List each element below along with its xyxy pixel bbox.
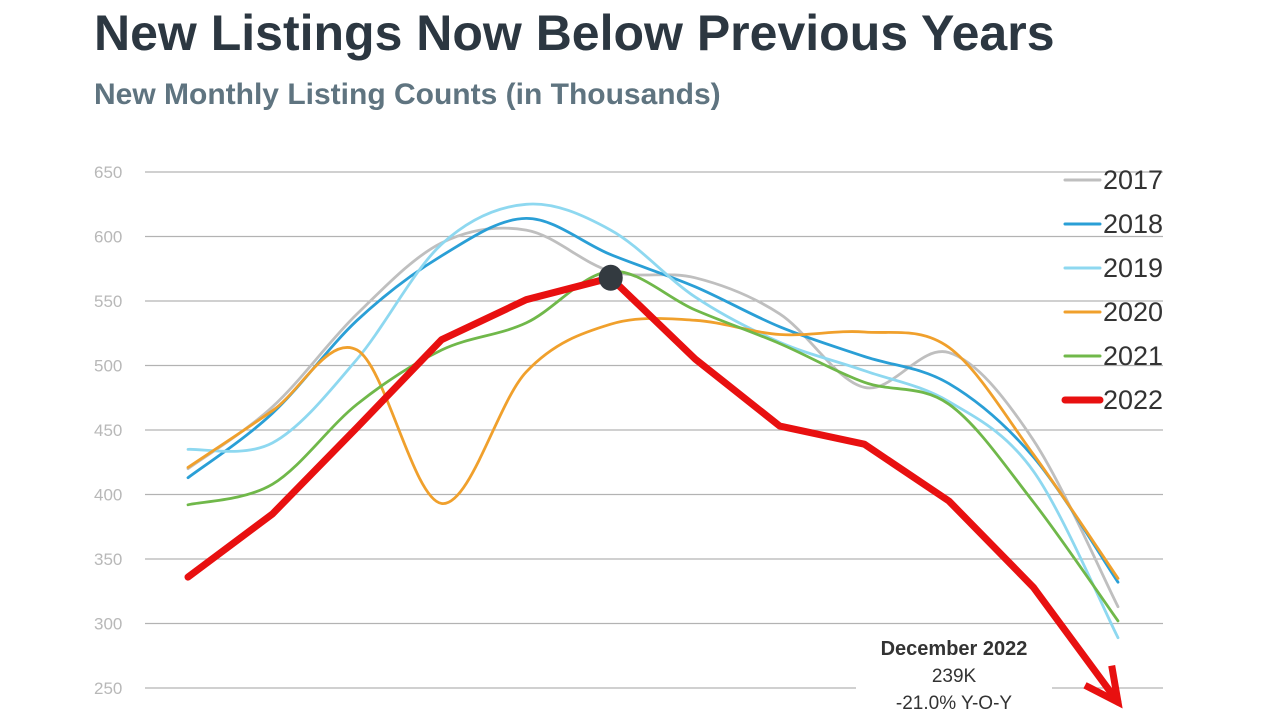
- annotation-backdrop: [856, 632, 1052, 720]
- y-tick-label-250: 250: [94, 679, 122, 698]
- series-line-2019: [186, 202, 1120, 640]
- series-line-2022: [184, 274, 1122, 706]
- legend-label-2021: 2021: [1103, 341, 1163, 371]
- y-tick-label-550: 550: [94, 292, 122, 311]
- legend-label-2022: 2022: [1103, 385, 1163, 415]
- series-lines: [184, 202, 1123, 709]
- grid-lines: [145, 171, 1163, 689]
- legend-label-2020: 2020: [1103, 297, 1163, 327]
- chart-title: New Listings Now Below Previous Years: [94, 5, 1055, 61]
- y-tick-label-650: 650: [94, 163, 122, 182]
- annotation-title: December 2022: [881, 638, 1028, 660]
- highlight-point-2022: [598, 264, 623, 291]
- series-arrowhead-2022: [1083, 665, 1123, 709]
- y-tick-label-500: 500: [94, 357, 122, 376]
- y-tick-label-450: 450: [94, 421, 122, 440]
- y-tick-label-350: 350: [94, 550, 122, 569]
- series-line-2018: [186, 216, 1120, 584]
- legend-label-2018: 2018: [1103, 209, 1163, 239]
- annotation-change: -21.0% Y-O-Y: [896, 693, 1012, 714]
- legend-label-2019: 2019: [1103, 253, 1163, 283]
- annotation: December 2022 239K -21.0% Y-O-Y: [856, 632, 1052, 720]
- y-tick-label-600: 600: [94, 228, 122, 247]
- legend-label-2017: 2017: [1103, 165, 1163, 195]
- annotation-value: 239K: [932, 666, 977, 687]
- series-line-2020: [186, 316, 1120, 580]
- y-tick-label-400: 400: [94, 486, 122, 505]
- series-line-2017: [186, 226, 1120, 609]
- chart-subtitle: New Monthly Listing Counts (in Thousands…: [94, 78, 721, 111]
- y-tick-label-300: 300: [94, 615, 122, 634]
- y-axis-ticks: 650 600 550 500 450 400 350 300 250: [94, 163, 122, 698]
- series-line-2021: [186, 269, 1120, 623]
- legend: 2017 2018 2019 2020 2021 2022: [1061, 165, 1163, 415]
- markers: [598, 264, 623, 291]
